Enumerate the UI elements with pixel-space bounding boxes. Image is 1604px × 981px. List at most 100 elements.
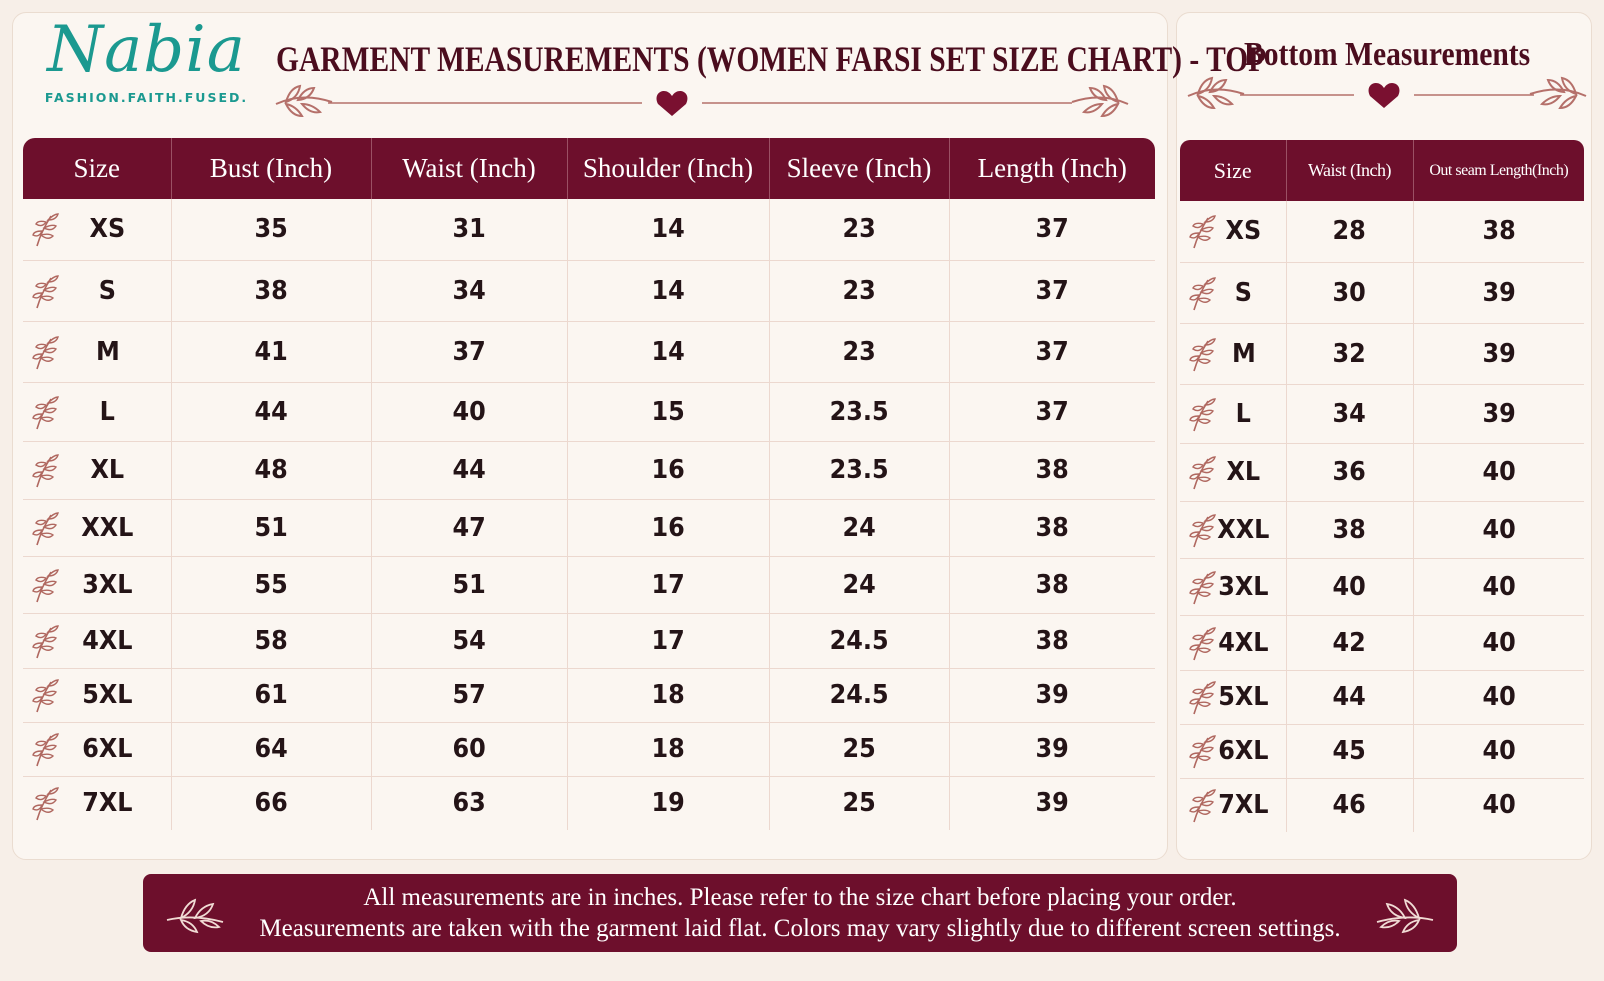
measurement-value: 23	[769, 321, 950, 383]
measurement-value: 39	[1413, 262, 1584, 324]
measurement-value-text: 39	[1035, 734, 1069, 764]
size-label: XL	[1226, 457, 1261, 487]
measurement-value-text: 40	[1482, 571, 1516, 602]
measurement-value-text: 40	[1482, 514, 1516, 545]
measurement-notice-banner: All measurements are in inches. Please r…	[143, 874, 1457, 952]
measurement-value-text: 24	[842, 512, 876, 543]
table-row: 5XL 61 57 18 24.5 39	[23, 668, 1155, 723]
measurement-value-text: 36	[1332, 457, 1367, 487]
measurement-value: 37	[949, 199, 1155, 261]
bottom-title-divider-ornament	[1187, 76, 1587, 110]
measurement-value-text: 40	[1482, 682, 1516, 712]
table-row: 7XL 46 40	[1180, 778, 1584, 832]
measurement-value-text: 23	[842, 214, 876, 245]
measurement-value-text: 24.5	[829, 625, 889, 656]
measurement-value: 24	[769, 556, 950, 614]
measurement-value-text: 37	[1035, 396, 1069, 427]
size-cell: M	[23, 321, 172, 383]
measurement-value-text: 47	[452, 512, 486, 543]
measurement-value: 37	[949, 321, 1155, 383]
floral-branch-icon	[275, 84, 333, 118]
measurement-value: 35	[171, 199, 372, 261]
measurement-value: 44	[171, 382, 372, 442]
measurement-value-text: 19	[651, 788, 685, 819]
measurement-value: 38	[949, 613, 1155, 669]
measurement-value: 63	[371, 776, 568, 830]
size-cell: 5XL	[1180, 670, 1287, 725]
measurement-value-text: 66	[254, 788, 288, 819]
table-row: 6XL 45 40	[1180, 724, 1584, 779]
top-size-chart-table: Size Bust (Inch) Waist (Inch) Shoulder (…	[23, 138, 1155, 830]
measurement-value-text: 23	[842, 275, 876, 306]
measurement-value: 40	[1413, 443, 1584, 502]
size-label: S	[1235, 277, 1253, 308]
table-row: XS 28 38	[1180, 201, 1584, 263]
measurement-value-text: 38	[1482, 216, 1516, 247]
leaf-sprig-icon	[1189, 456, 1216, 490]
measurement-value: 24.5	[769, 668, 950, 723]
table-row: XXL 51 47 16 24 38	[23, 499, 1155, 557]
measurement-value-text: 23	[842, 336, 876, 367]
measurement-value-text: 24.5	[829, 680, 889, 710]
measurement-value: 14	[567, 260, 770, 322]
measurement-value-text: 17	[651, 625, 685, 656]
measurement-value: 39	[949, 776, 1155, 830]
measurement-value-text: 17	[651, 569, 685, 600]
measurement-value: 46	[1286, 778, 1414, 832]
leaf-sprig-icon	[1189, 215, 1216, 250]
size-cell: L	[1180, 384, 1287, 444]
column-header-outseam-length: Out seam Length(Inch)	[1413, 140, 1584, 201]
size-label: L	[100, 396, 116, 427]
measurement-value: 55	[171, 556, 372, 614]
measurement-value: 14	[567, 321, 770, 383]
measurement-value-text: 40	[1332, 571, 1367, 602]
measurement-value-text: 23.5	[829, 396, 889, 427]
size-label: 3XL	[82, 569, 133, 600]
brand-name: Nabia	[47, 13, 246, 87]
notice-line-1: All measurements are in inches. Please r…	[363, 884, 1237, 911]
measurement-value: 39	[1413, 323, 1584, 385]
leaf-sprig-icon	[1189, 570, 1216, 605]
measurement-value: 25	[769, 776, 950, 830]
size-label: 6XL	[82, 734, 133, 764]
table-row: L 44 40 15 23.5 37	[23, 382, 1155, 442]
floral-branch-icon	[1529, 76, 1587, 110]
measurement-value: 39	[1413, 384, 1584, 444]
leaf-sprig-icon	[32, 213, 59, 248]
leaf-sprig-icon	[32, 335, 59, 370]
measurement-value: 48	[171, 441, 372, 500]
table-row: 4XL 42 40	[1180, 615, 1584, 671]
column-header-shoulder: Shoulder (Inch)	[567, 138, 770, 199]
measurement-value-text: 25	[842, 734, 876, 764]
measurement-value: 18	[567, 722, 770, 777]
leaf-sprig-icon	[1189, 276, 1216, 311]
measurement-value: 47	[371, 499, 568, 557]
leaf-sprig-icon	[32, 568, 59, 603]
measurement-value-text: 14	[651, 275, 685, 306]
table-row: S 38 34 14 23 37	[23, 260, 1155, 322]
leaf-sprig-icon	[1189, 397, 1216, 432]
size-cell: S	[23, 260, 172, 322]
size-label: M	[1231, 338, 1256, 369]
measurement-value: 38	[949, 556, 1155, 614]
brand-tagline: FASHION.FAITH.FUSED.	[44, 90, 249, 105]
size-cell: 4XL	[1180, 615, 1287, 671]
measurement-value: 37	[371, 321, 568, 383]
measurement-value: 40	[371, 382, 568, 442]
measurement-value: 66	[171, 776, 372, 830]
measurement-value: 40	[1413, 778, 1584, 832]
size-label: 6XL	[1218, 736, 1269, 766]
measurement-value-text: 38	[1035, 512, 1069, 543]
measurement-value-text: 14	[651, 214, 685, 245]
leaf-sprig-icon	[32, 787, 59, 822]
measurement-value: 34	[1286, 384, 1414, 444]
measurement-value-text: 18	[651, 680, 685, 710]
measurement-value: 24.5	[769, 613, 950, 669]
size-label: 5XL	[1218, 682, 1269, 712]
size-label: 4XL	[82, 625, 133, 656]
leaf-sprig-icon	[1189, 789, 1216, 824]
size-label: 7XL	[82, 788, 133, 819]
measurement-value: 15	[567, 382, 770, 442]
measurement-value-text: 44	[452, 455, 486, 485]
measurement-value: 40	[1413, 724, 1584, 779]
